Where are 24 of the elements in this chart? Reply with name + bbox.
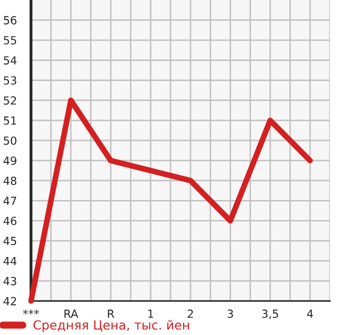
y-tick-label: 44 (4, 256, 16, 266)
x-tick-label: *** (23, 310, 39, 315)
y-tick-label: 50 (4, 136, 16, 145)
y-tick-label: 42 (4, 296, 16, 306)
y-tick-label: 53 (4, 76, 16, 85)
y-tick-label: 43 (4, 276, 16, 286)
y-tick-label: 47 (4, 196, 16, 205)
x-tick-label: 4 (307, 310, 313, 318)
y-tick-label: 48 (4, 176, 16, 185)
x-tick-label: 3 (228, 310, 233, 318)
y-tick-label: 45 (4, 236, 16, 246)
x-tick-label: 2 (188, 310, 193, 318)
x-tick-label: R (108, 310, 114, 318)
y-tick-label: 56 (4, 16, 16, 24)
y-tick-label: 51 (4, 116, 16, 125)
y-tick-label: 54 (4, 56, 16, 65)
y-tick-label: 55 (4, 36, 16, 45)
y-tick-label: 52 (4, 96, 16, 105)
y-tick-label: 49 (4, 156, 16, 165)
y-tick-label: 46 (4, 216, 16, 226)
legend-label: Средняя Цена, тыс. йен (34, 320, 189, 332)
x-tick-label: RA (64, 310, 78, 318)
x-tick-label: 3,5 (262, 310, 278, 320)
x-tick-label: 1 (148, 310, 154, 318)
